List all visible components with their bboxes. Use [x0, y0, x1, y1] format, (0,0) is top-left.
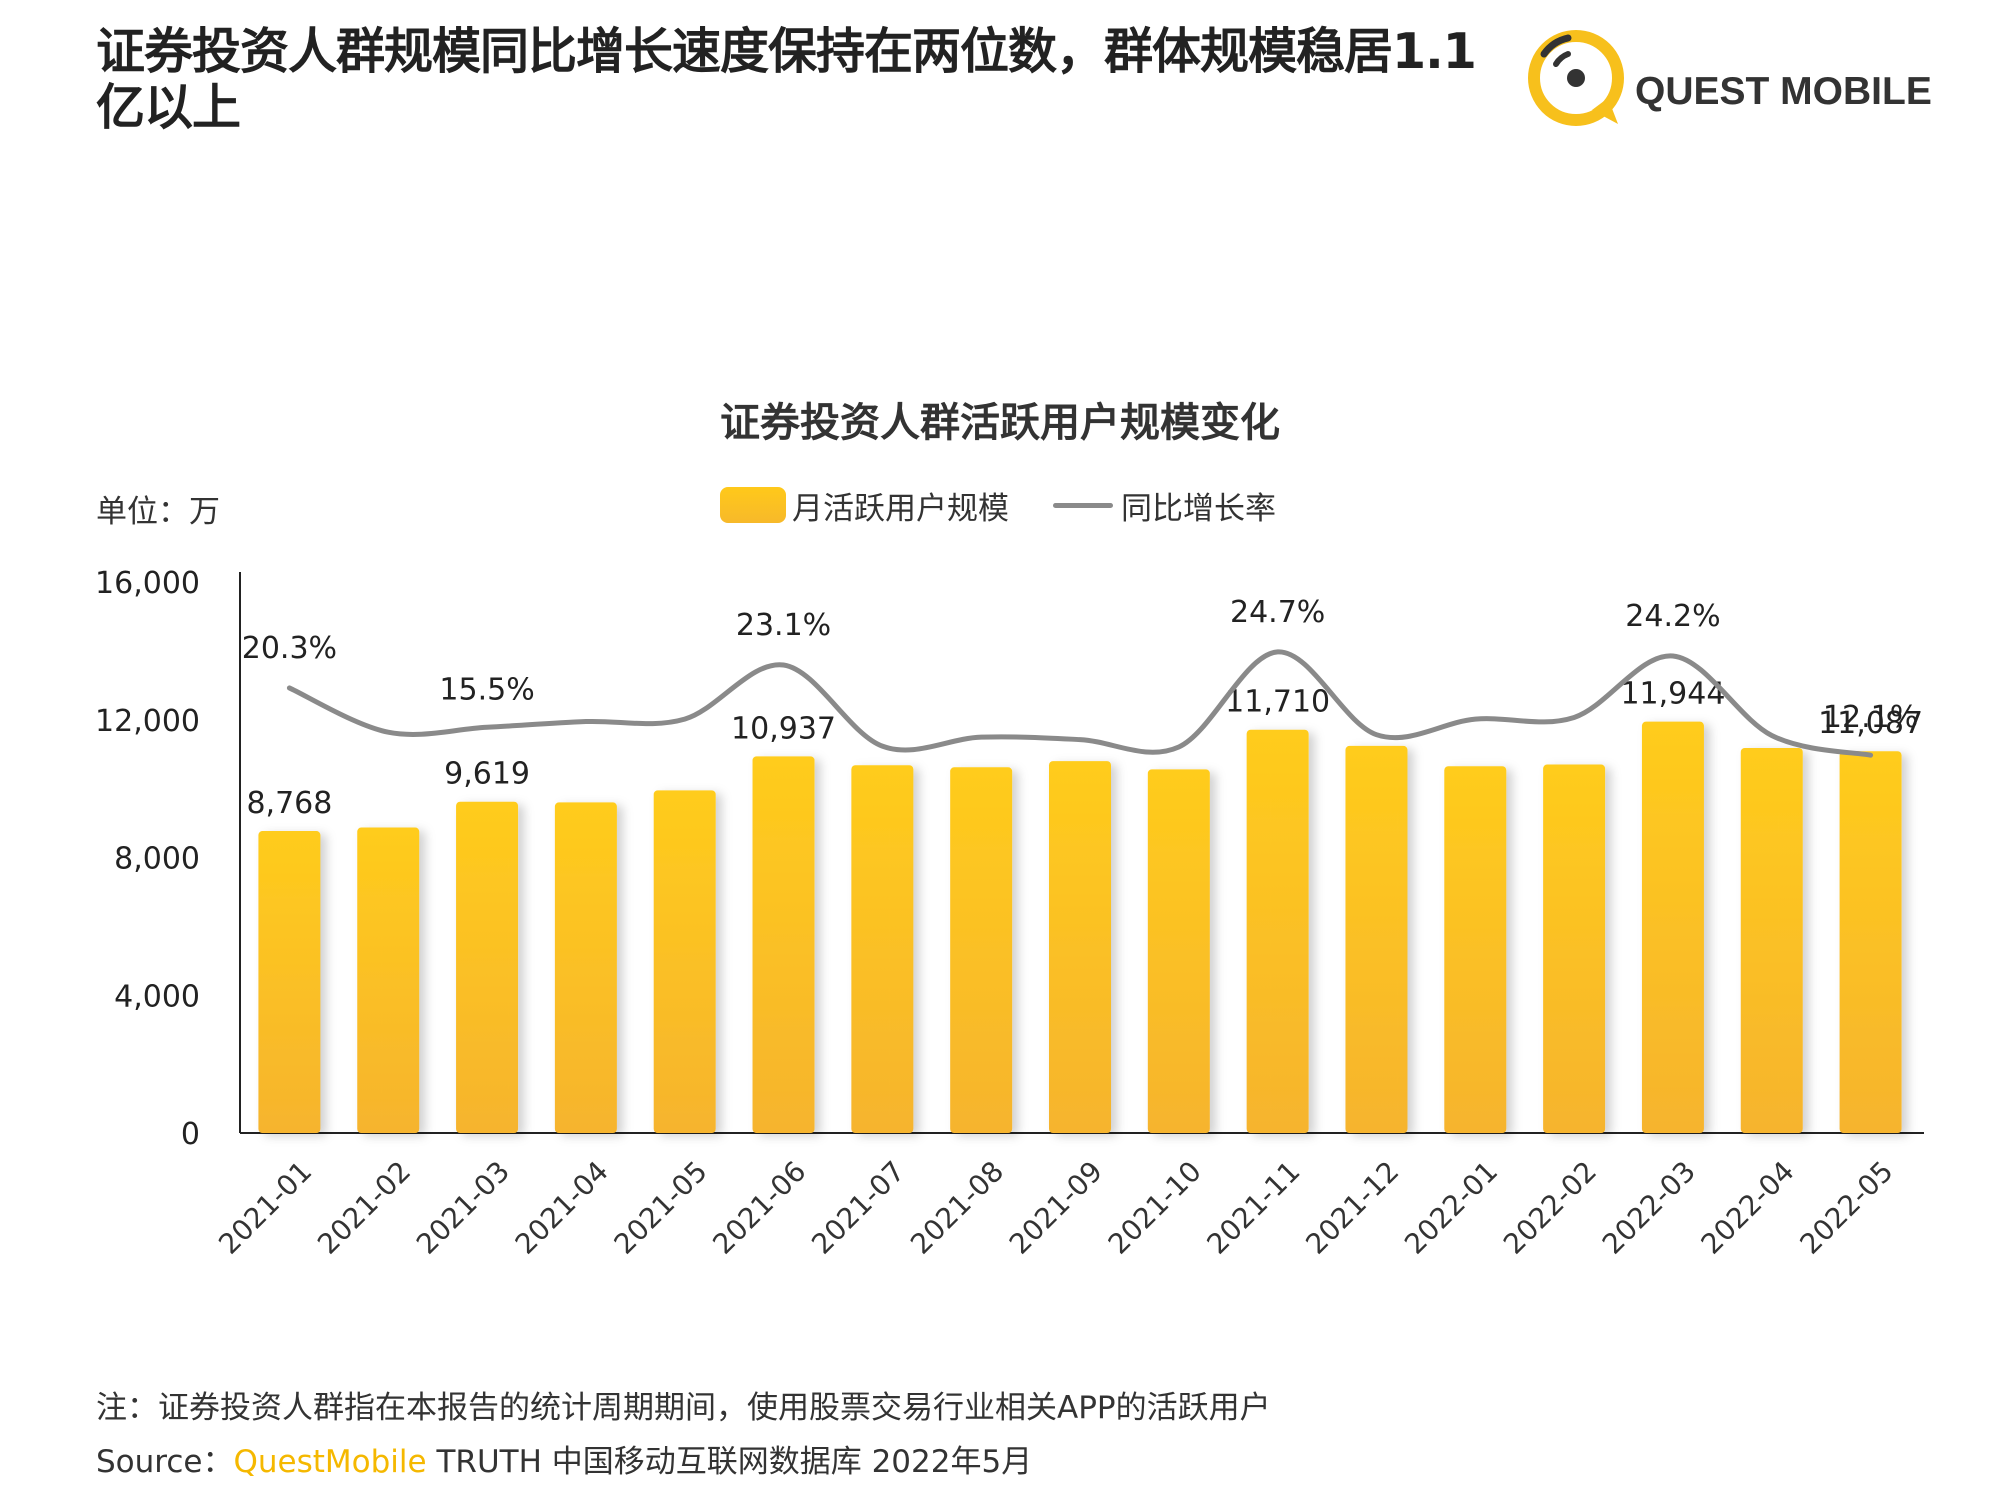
x-tick-label: 2021-04 [509, 1155, 615, 1261]
bar-2021-06 [752, 756, 815, 1133]
source-rest: TRUTH 中国移动互联网数据库 2022年5月 [426, 1444, 1033, 1480]
x-tick-label: 2022-05 [1793, 1155, 1899, 1261]
bar-2021-09 [1049, 761, 1111, 1133]
bar-2021-08 [950, 767, 1013, 1133]
bar-value-label: 11,944 [1620, 677, 1725, 712]
bar-value-label: 11,087 [1818, 706, 1923, 741]
y-tick-label: 8,000 [114, 842, 200, 877]
x-tick-label: 2021-03 [410, 1155, 516, 1261]
x-tick-label: 2021-07 [805, 1155, 911, 1261]
growth-rate-label: 12.1% [1823, 700, 1918, 735]
chart-legend: 月活跃用户规模 同比增长率 [720, 483, 1276, 527]
bar-2021-07 [851, 765, 914, 1133]
page-headline: 证券投资人群规模同比增长速度保持在两位数，群体规模稳居1.1亿以上 [96, 23, 1477, 136]
footnote: 注：证券投资人群指在本报告的统计周期期间，使用股票交易行业相关APP的活跃用户 [96, 1390, 1271, 1426]
legend-line-label: 同比增长率 [1121, 490, 1276, 527]
x-tick-label: 2021-02 [311, 1155, 417, 1261]
legend-bar-swatch [720, 487, 786, 523]
x-tick-label: 2022-02 [1497, 1155, 1603, 1261]
x-tick-label: 2021-05 [608, 1155, 714, 1261]
y-tick-label: 12,000 [95, 704, 200, 739]
bar-2021-05 [653, 790, 716, 1133]
x-tick-label: 2021-11 [1201, 1155, 1307, 1261]
bar-2022-01 [1444, 766, 1507, 1133]
x-tick-label: 2021-10 [1102, 1155, 1208, 1261]
x-tick-label: 2021-08 [904, 1155, 1010, 1261]
legend-bar-label: 月活跃用户规模 [792, 490, 1009, 527]
chart-title: 证券投资人群活跃用户规模变化 [720, 400, 1280, 446]
growth-rate-label: 23.1% [736, 608, 831, 643]
legend-line-swatch [1053, 502, 1113, 508]
bar-2021-04 [554, 802, 617, 1133]
x-tick-label: 2021-09 [1003, 1155, 1109, 1261]
source-prefix: Source： [96, 1444, 234, 1480]
combo-chart: 0 4,000 8,000 12,000 16,000 8,768 9,619 10,937 1… [95, 566, 1924, 1261]
growth-rate-line [286, 649, 1874, 758]
x-tick-label: 2022-04 [1695, 1155, 1801, 1261]
y-tick-label: 16,000 [95, 566, 200, 601]
bar-2022-02 [1543, 764, 1606, 1133]
x-tick-label: 2022-01 [1398, 1155, 1504, 1261]
growth-rate-label: 24.7% [1230, 595, 1325, 630]
bar-2022-05 [1839, 751, 1902, 1133]
y-tick-label: 4,000 [114, 979, 200, 1014]
growth-rate-label: 20.3% [242, 631, 337, 666]
bar-2022-04 [1740, 747, 1803, 1133]
x-tick-label: 2021-06 [706, 1155, 812, 1261]
bar-2022-03 [1641, 721, 1704, 1133]
source-line: Source：QuestMobile TRUTH 中国移动互联网数据库 2022… [96, 1436, 1032, 1481]
bar-value-label: 8,768 [246, 786, 332, 821]
bar-2021-03 [456, 801, 519, 1133]
x-tick-label: 2021-01 [212, 1155, 318, 1261]
x-tick-label: 2022-03 [1596, 1155, 1702, 1261]
growth-rate-label: 24.2% [1625, 599, 1720, 634]
bar-2021-01 [258, 831, 321, 1133]
bar-value-label: 11,710 [1225, 685, 1330, 720]
bar-2021-12 [1345, 745, 1408, 1133]
brand-name: QUEST MOBILE [1635, 70, 1932, 113]
bar-2021-02 [357, 827, 420, 1133]
bar-2021-10 [1147, 769, 1210, 1133]
bar-value-label: 9,619 [444, 757, 530, 792]
growth-rate-label: 15.5% [439, 672, 534, 707]
unit-label: 单位：万 [96, 494, 220, 530]
quest-mobile-logo-icon [1528, 30, 1624, 126]
bar-value-label: 10,937 [731, 711, 836, 746]
x-tick-label: 2021-12 [1299, 1155, 1405, 1261]
y-tick-label: 0 [181, 1117, 200, 1152]
brand-logo: QUEST MOBILE [1522, 24, 1942, 134]
bar-2021-11 [1246, 729, 1309, 1133]
source-brand: QuestMobile [233, 1444, 427, 1480]
